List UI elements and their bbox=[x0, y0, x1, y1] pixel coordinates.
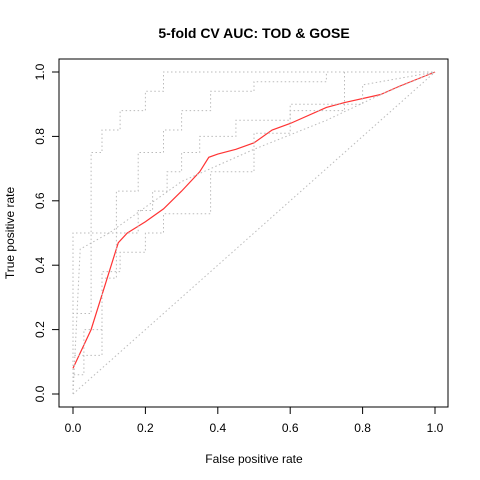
x-tick-label: 0.4 bbox=[209, 421, 226, 435]
fold-roc-curve-2 bbox=[72, 71, 435, 394]
x-tick-label: 1.0 bbox=[427, 421, 444, 435]
plot-marks bbox=[72, 71, 436, 395]
chart-title: 5-fold CV AUC: TOD & GOSE bbox=[158, 25, 349, 41]
y-tick-label: 0.2 bbox=[33, 321, 47, 338]
x-tick-label: 0.2 bbox=[137, 421, 154, 435]
axes: 0.0 0.2 0.4 0.6 0.8 1.0 0.0 0.2 0.4 0.6 0.8 1.0 bbox=[33, 63, 444, 435]
y-tick-label: 0.8 bbox=[33, 128, 47, 145]
x-tick-label: 0.8 bbox=[354, 421, 371, 435]
x-tick-label: 0.0 bbox=[65, 421, 82, 435]
y-axis-label: True positive rate bbox=[3, 187, 17, 280]
x-tick-label: 0.6 bbox=[282, 421, 299, 435]
mean-roc-curve bbox=[72, 71, 436, 369]
fold-roc-curve-5 bbox=[72, 71, 436, 395]
y-tick-label: 1.0 bbox=[33, 63, 47, 80]
fold-roc-curve-3 bbox=[72, 71, 435, 394]
x-axis-label: False positive rate bbox=[205, 452, 303, 466]
fold-roc-curve-4 bbox=[72, 71, 435, 394]
y-tick-label: 0.0 bbox=[33, 385, 47, 402]
y-tick-label: 0.6 bbox=[33, 192, 47, 209]
y-tick-label: 0.4 bbox=[33, 257, 47, 274]
chance-diagonal-line bbox=[72, 71, 436, 395]
